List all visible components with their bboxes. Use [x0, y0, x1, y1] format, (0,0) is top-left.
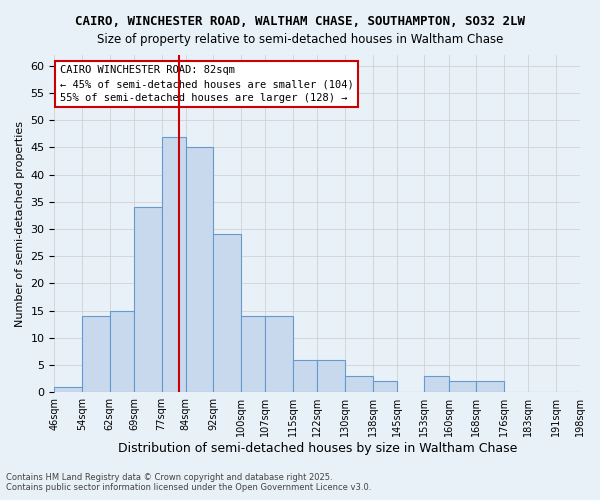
Bar — [161, 136, 186, 392]
Text: CAIRO WINCHESTER ROAD: 82sqm
← 45% of semi-detached houses are smaller (104)
55%: CAIRO WINCHESTER ROAD: 82sqm ← 45% of se… — [59, 65, 353, 103]
Bar — [241, 316, 265, 392]
Bar — [449, 382, 476, 392]
Bar — [424, 376, 449, 392]
Text: CAIRO, WINCHESTER ROAD, WALTHAM CHASE, SOUTHAMPTON, SO32 2LW: CAIRO, WINCHESTER ROAD, WALTHAM CHASE, S… — [75, 15, 525, 28]
Bar — [214, 234, 241, 392]
Bar — [82, 316, 110, 392]
Bar — [345, 376, 373, 392]
Bar — [476, 382, 504, 392]
Bar — [265, 316, 293, 392]
Bar — [55, 387, 82, 392]
Text: Contains HM Land Registry data © Crown copyright and database right 2025.
Contai: Contains HM Land Registry data © Crown c… — [6, 473, 371, 492]
X-axis label: Distribution of semi-detached houses by size in Waltham Chase: Distribution of semi-detached houses by … — [118, 442, 517, 455]
Bar — [186, 148, 214, 392]
Bar — [134, 208, 161, 392]
Bar — [110, 310, 134, 392]
Bar — [293, 360, 317, 392]
Bar — [317, 360, 345, 392]
Text: Size of property relative to semi-detached houses in Waltham Chase: Size of property relative to semi-detach… — [97, 32, 503, 46]
Bar — [373, 382, 397, 392]
Y-axis label: Number of semi-detached properties: Number of semi-detached properties — [15, 120, 25, 326]
